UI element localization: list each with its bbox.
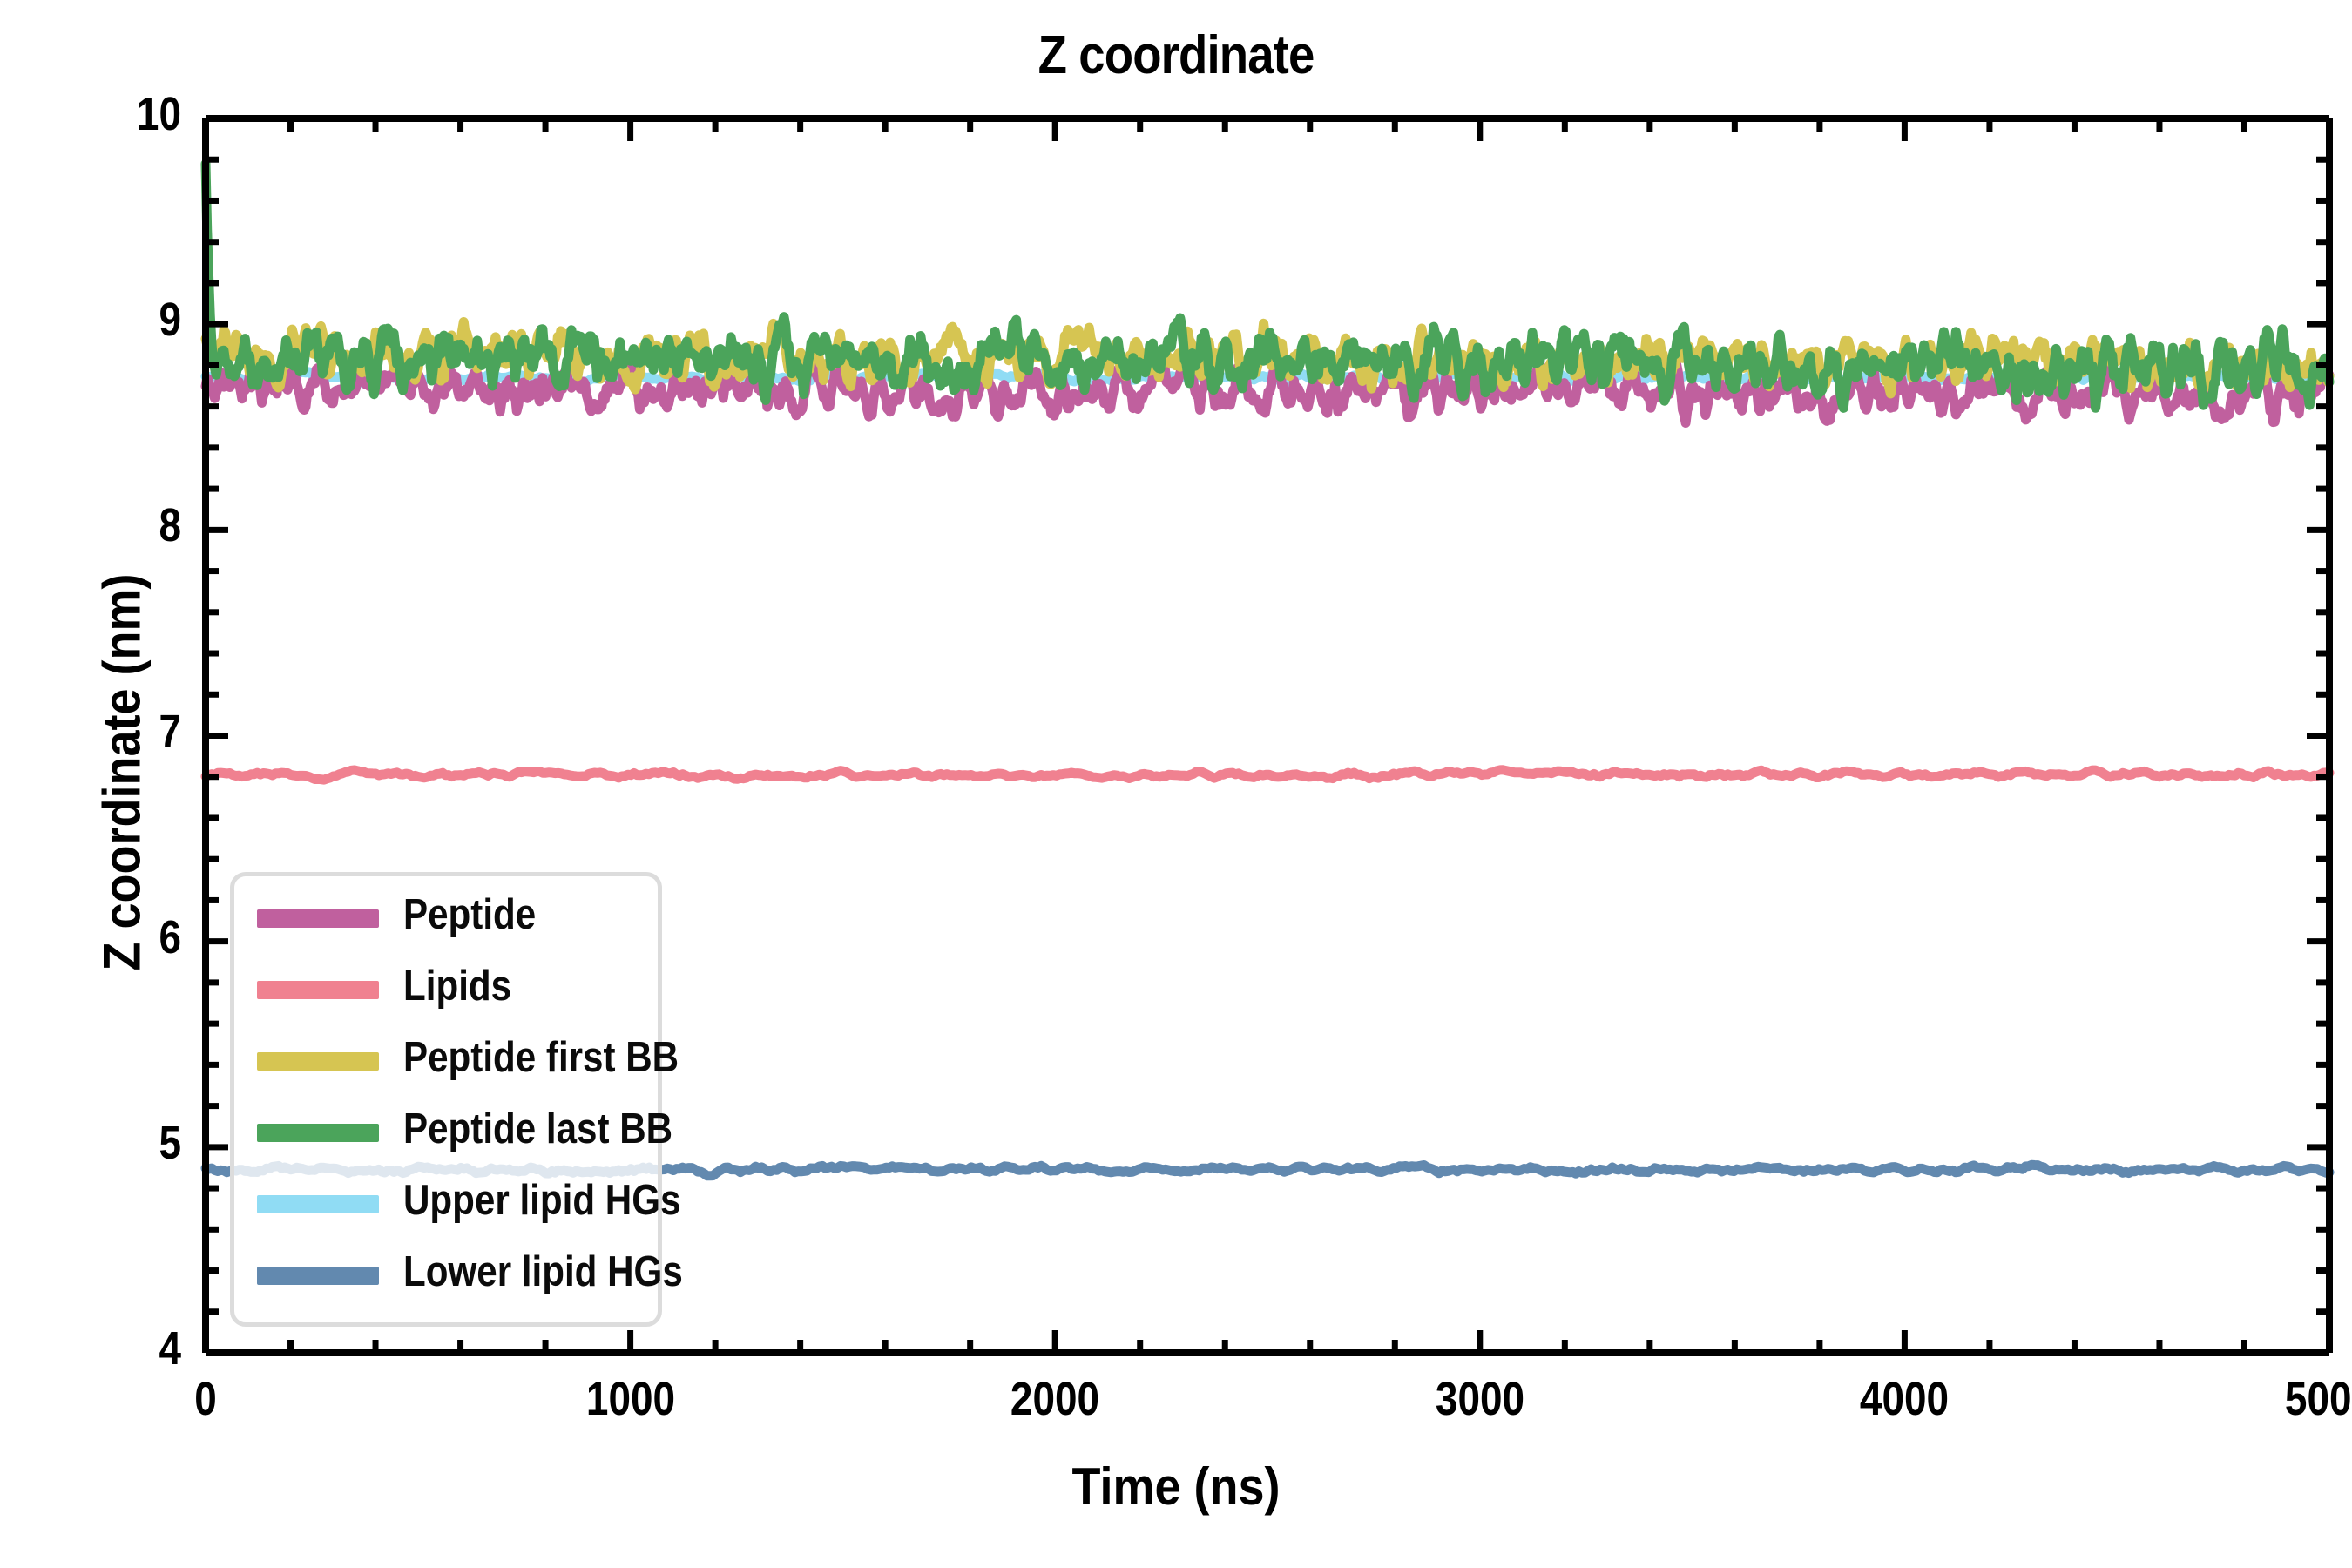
legend-color-swatch bbox=[257, 909, 379, 928]
y-tick-label: 5 bbox=[159, 1116, 181, 1169]
legend-label: Lower lipid HGs bbox=[403, 1248, 683, 1295]
x-axis-label: Time (ns) bbox=[1071, 1457, 1281, 1516]
x-tick-label: 1000 bbox=[585, 1373, 675, 1425]
x-tick-label: 3000 bbox=[1435, 1373, 1524, 1425]
legend: Peptide Lipids Peptide first BB Peptide las… bbox=[230, 872, 683, 1327]
legend-label: Peptide first BB bbox=[403, 1034, 679, 1081]
ticks-layer bbox=[202, 115, 2333, 1356]
legend-label: Lipids bbox=[403, 963, 512, 1010]
legend-label: Upper lipid HGs bbox=[403, 1177, 681, 1224]
legend-color-swatch bbox=[257, 1052, 379, 1071]
legend-color-swatch bbox=[257, 1124, 379, 1142]
legend-item[interactable]: Lower lipid HGs bbox=[257, 1248, 683, 1298]
legend-color-swatch bbox=[257, 981, 379, 999]
legend-item[interactable]: Lipids bbox=[257, 963, 640, 1012]
legend-color-swatch bbox=[257, 1267, 379, 1285]
y-tick-label: 8 bbox=[159, 499, 181, 552]
legend-color-swatch bbox=[257, 1195, 379, 1213]
y-tick-label: 6 bbox=[159, 910, 181, 963]
legend-item[interactable]: Peptide last BB bbox=[257, 1105, 672, 1155]
y-tick-label: 4 bbox=[159, 1322, 181, 1375]
series-line-lipids bbox=[200, 765, 2335, 785]
legend-item[interactable]: Peptide first BB bbox=[257, 1034, 679, 1084]
legend-label: Peptide last BB bbox=[403, 1105, 673, 1152]
x-tick-label: 0 bbox=[194, 1373, 217, 1425]
y-tick-label: 10 bbox=[136, 88, 181, 140]
legend-label: Peptide bbox=[403, 891, 537, 938]
series-line-peptide-last-bb bbox=[200, 159, 2335, 413]
chart-title: Z coordinate bbox=[1037, 25, 1315, 85]
legend-item[interactable]: Upper lipid HGs bbox=[257, 1177, 680, 1227]
y-tick-label: 9 bbox=[159, 294, 181, 347]
x-tick-label: 4000 bbox=[1860, 1373, 1950, 1425]
x-tick-label: 2000 bbox=[1010, 1373, 1100, 1425]
x-tick-label: 5000 bbox=[2284, 1373, 2352, 1425]
legend-item[interactable]: Peptide bbox=[257, 891, 640, 941]
y-tick-label: 7 bbox=[159, 705, 181, 758]
